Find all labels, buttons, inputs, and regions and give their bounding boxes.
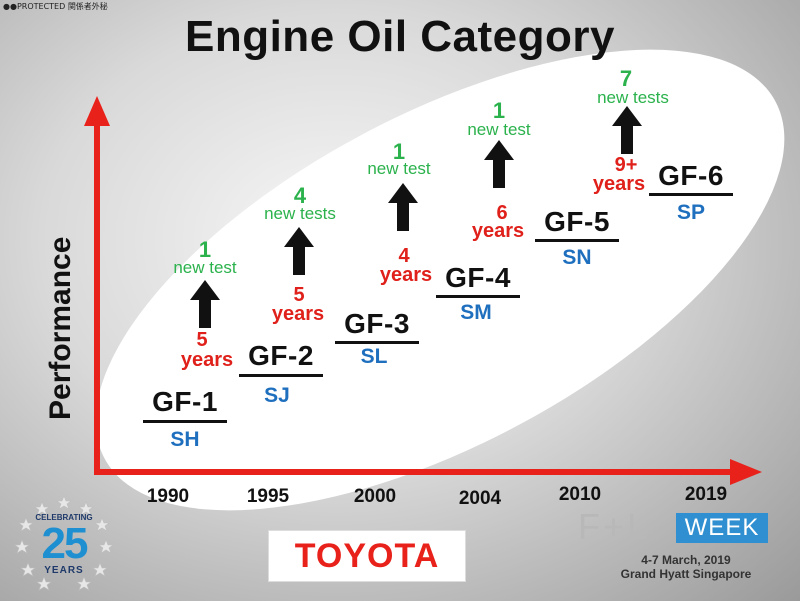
protected-label: ●●PROTECTED 関係者外秘 <box>3 2 108 11</box>
y-axis-arrowhead <box>84 96 110 126</box>
year-label: 1995 <box>246 486 290 507</box>
category-underline <box>649 193 733 196</box>
ilsac-category: GF-1 <box>152 386 218 417</box>
years-word-text: YEARS <box>44 565 84 576</box>
api-category: SN <box>562 246 592 269</box>
gap-years-number: 5 <box>196 329 208 351</box>
toyota-logo: TOYOTA <box>268 530 466 582</box>
gap-years-unit: years <box>471 220 525 242</box>
gap-years-number: 6 <box>496 202 508 224</box>
new-tests-label: new tests <box>597 88 669 107</box>
gap-years-number: 5 <box>293 284 305 306</box>
up-arrow-icon <box>484 140 514 188</box>
category-underline <box>239 374 323 377</box>
ilsac-category: GF-6 <box>658 160 724 191</box>
category-underline <box>143 420 227 423</box>
new-tests-count: 4 <box>293 183 307 208</box>
ilsac-category: GF-2 <box>248 340 314 371</box>
ilsac-category: GF-4 <box>445 262 511 293</box>
api-category: SJ <box>264 384 290 407</box>
up-arrow-icon <box>612 106 642 154</box>
up-arrow-icon <box>388 183 418 231</box>
anniversary-number: 25 <box>41 519 89 568</box>
x-axis-arrowhead <box>730 459 762 485</box>
ilsac-category: GF-3 <box>344 308 410 339</box>
stars-ring-icon <box>14 495 114 591</box>
fl-venue-text: Grand Hyatt Singapore <box>620 567 752 581</box>
fl-week-badge: WEEK <box>676 513 768 543</box>
api-category: SM <box>460 301 492 324</box>
gap-years-number: 9+ <box>614 154 638 176</box>
fl-week-logo: F+L WEEK 4-7 March, 2019 Grand Hyatt Sin… <box>578 509 778 591</box>
anniversary-logo: CELEBRATING 25 YEARS <box>14 493 114 593</box>
new-tests-count: 1 <box>392 139 406 164</box>
year-label: 2004 <box>458 488 502 509</box>
new-tests-label: new test <box>173 258 237 277</box>
api-category: SH <box>170 428 200 451</box>
fl-main-text: F+L <box>578 506 651 547</box>
up-arrow-icon <box>190 280 220 328</box>
category-underline <box>335 341 419 344</box>
api-category: SL <box>360 345 388 368</box>
gap-years-number: 4 <box>398 245 410 267</box>
gap-years-unit: years <box>592 173 646 195</box>
new-tests-count: 1 <box>492 98 506 123</box>
year-label: 1990 <box>146 486 190 507</box>
year-label: 2010 <box>558 484 602 505</box>
new-tests-count: 1 <box>198 237 212 262</box>
year-label: 2019 <box>684 484 728 505</box>
new-tests-label: new tests <box>264 204 336 223</box>
up-arrow-icon <box>284 227 314 275</box>
gap-years-unit: years <box>379 264 433 286</box>
ilsac-category: GF-5 <box>544 206 610 237</box>
gap-years-unit: years <box>271 303 325 325</box>
gap-years-unit: years <box>180 349 234 371</box>
celebrating-text: CELEBRATING <box>35 513 93 522</box>
new-tests-label: new test <box>367 159 431 178</box>
category-underline <box>535 239 619 242</box>
year-label: 2000 <box>353 486 397 507</box>
page-title: Engine Oil Category <box>184 12 615 61</box>
api-category: SP <box>676 201 705 224</box>
new-tests-count: 7 <box>619 66 633 91</box>
y-axis-label: Performance <box>44 236 77 420</box>
fl-dates-text: 4-7 March, 2019 <box>641 553 731 567</box>
category-underline <box>436 295 520 298</box>
toyota-wordmark: TOYOTA <box>294 536 440 575</box>
new-tests-label: new test <box>467 120 531 139</box>
